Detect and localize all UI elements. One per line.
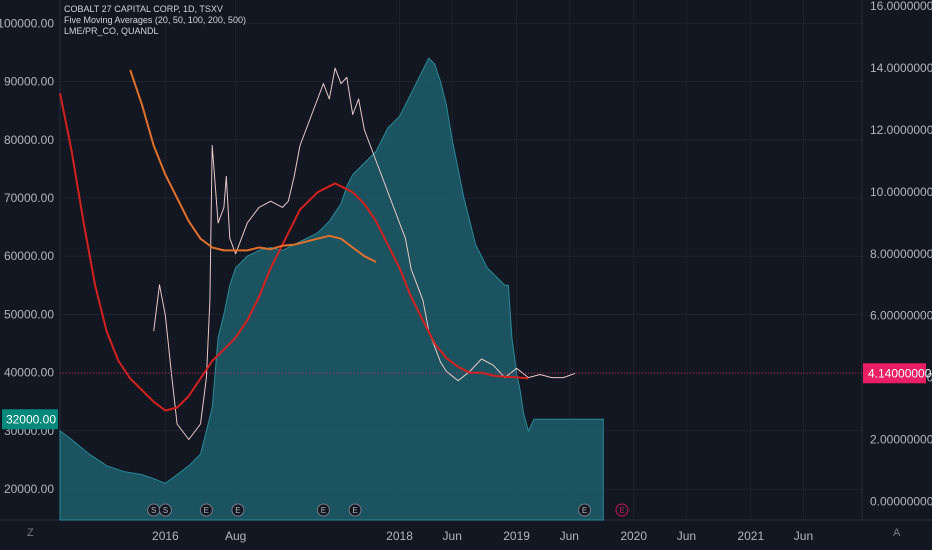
event-marker-circle[interactable] — [615, 503, 629, 517]
left-axis-badge — [2, 409, 58, 430]
right-axis-tick-label: 12.00000000 — [870, 123, 932, 137]
event-marker-circle[interactable] — [199, 503, 213, 517]
time-axis-tick-label: Aug — [225, 529, 246, 543]
left-axis-tick-label: 40000.00 — [4, 366, 54, 380]
time-axis-tick-label: 2016 — [152, 529, 179, 543]
left-axis-tick-label: 20000.00 — [4, 482, 54, 496]
right-axis-tick-label: 8.00000000 — [870, 247, 932, 261]
right-axis-tick-label: 16.00000000 — [870, 0, 932, 13]
event-marker-label[interactable]: E — [582, 506, 587, 515]
right-price-axis[interactable]: 16.00000000 14.00000000 12.00000000 10.0000… — [863, 0, 932, 508]
left-axis-tick-label: 80000.00 — [4, 133, 54, 147]
event-marker-label[interactable]: E — [235, 506, 240, 515]
left-axis-tick-label: 100000.00 — [0, 16, 54, 30]
event-marker-circle[interactable] — [158, 503, 172, 517]
left-axis-tick-label: 60000.00 — [4, 249, 54, 263]
time-axis[interactable]: 2016 Aug 2018 Jun 2019 Jun 2020 Jun 2021 Jun — [152, 529, 813, 543]
left-axis-badge-label: 32000.00 — [6, 412, 56, 426]
right-axis-tick-label: 10.00000000 — [870, 185, 932, 199]
event-marker-label[interactable]: E — [321, 506, 326, 515]
event-marker-label[interactable]: E — [204, 506, 209, 515]
timezone-toggle-button[interactable]: Z — [27, 527, 34, 539]
time-axis-tick-label: 2021 — [737, 529, 764, 543]
time-axis-tick-label: 2018 — [386, 529, 413, 543]
event-marker-label[interactable]: E — [619, 506, 624, 515]
event-marker-label[interactable]: S — [151, 506, 156, 515]
time-axis-tick-label: Jun — [677, 529, 696, 543]
cobalt-27-capital-corp-line — [153, 67, 576, 440]
right-axis-tick-label: 0.00000000 — [870, 494, 932, 508]
legend-overlay[interactable]: LME/PR_CO, QUANDL — [64, 26, 159, 36]
lme-area-series — [59, 57, 604, 521]
left-price-axis[interactable]: 100000.00 90000.00 80000.00 70000.00 60000.0… — [0, 16, 58, 496]
time-axis-tick-label: Jun — [794, 529, 813, 543]
ma-200-line — [59, 93, 529, 412]
time-axis-tick-label: Jun — [443, 529, 462, 543]
lme-cobalt-area — [59, 57, 604, 521]
event-marker-circle[interactable] — [316, 503, 330, 517]
right-axis-badge — [863, 363, 926, 384]
event-marker-circle[interactable] — [578, 503, 592, 517]
right-axis-tick-label: 6.00000000 — [870, 309, 932, 323]
event-marker-label[interactable]: S — [163, 506, 168, 515]
left-axis-tick-label: 70000.00 — [4, 191, 54, 205]
event-marker-label[interactable]: E — [352, 506, 357, 515]
ma-500-line — [129, 69, 377, 263]
right-axis-badge-label: 4.14000000 — [868, 366, 932, 380]
right-axis-tick-label: 14.00000000 — [870, 61, 932, 75]
time-axis-tick-label: 2019 — [503, 529, 530, 543]
event-marker-circle[interactable] — [348, 503, 362, 517]
line-series — [59, 67, 862, 440]
right-axis-tick-label: 2.00000000 — [870, 433, 932, 447]
legend-moving-averages[interactable]: Five Moving Averages (20, 50, 100, 200, … — [64, 15, 246, 25]
chart-legend[interactable]: COBALT 27 CAPITAL CORP, 1D, TSXV Five Mo… — [64, 4, 246, 37]
event-marker-circle[interactable] — [231, 503, 245, 517]
time-axis-tick-label: Jun — [560, 529, 579, 543]
left-axis-tick-label: 90000.00 — [4, 75, 54, 89]
left-axis-tick-label: 50000.00 — [4, 307, 54, 321]
time-axis-tick-label: 2020 — [620, 529, 647, 543]
auto-scale-button[interactable]: A — [893, 527, 901, 539]
legend-symbol[interactable]: COBALT 27 CAPITAL CORP, 1D, TSXV — [64, 4, 223, 14]
